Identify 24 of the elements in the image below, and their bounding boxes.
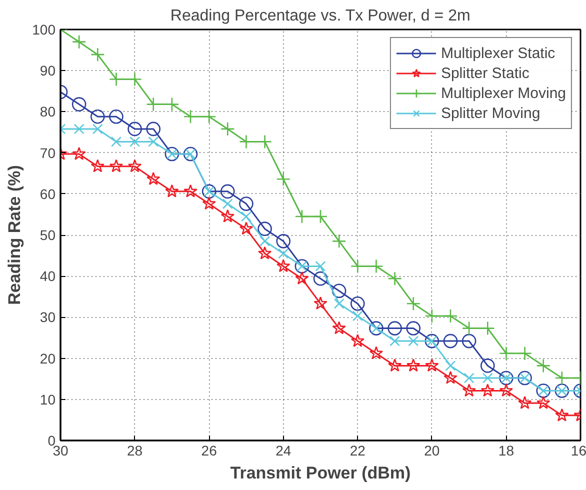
x-tick-label: 26 xyxy=(201,442,218,458)
x-tick-label: 22 xyxy=(350,442,366,458)
y-tick-label: 30 xyxy=(40,309,56,326)
y-tick-label: 50 xyxy=(40,227,56,243)
y-tick-label: 10 xyxy=(40,391,56,408)
legend-label: Splitter Moving xyxy=(440,104,540,122)
y-tick-label: 60 xyxy=(40,186,56,202)
x-tick-label: 28 xyxy=(127,442,143,458)
y-tick-label: 80 xyxy=(40,104,56,120)
y-tick-label: 20 xyxy=(40,350,56,366)
x-tick-label: 24 xyxy=(276,442,292,458)
x-tick-label: 16 xyxy=(570,442,586,458)
y-tick-label: 100 xyxy=(32,22,56,38)
y-tick-label: 70 xyxy=(40,144,56,161)
y-tick-label: 90 xyxy=(40,62,56,79)
x-axis-title: Transmit Power (dBm) xyxy=(230,464,411,482)
legend-label: Multiplexer Static xyxy=(440,44,556,62)
y-axis-title: Reading Rate (%) xyxy=(5,165,24,305)
legend-label: Multiplexer Moving xyxy=(440,84,566,102)
legend-label: Splitter Static xyxy=(440,64,530,82)
chart-title: Reading Percentage vs. Tx Power, d = 2m xyxy=(170,8,470,24)
y-tick-label: 40 xyxy=(40,268,56,284)
x-tick-label: 18 xyxy=(498,442,514,458)
x-tick-label: 20 xyxy=(424,442,440,458)
